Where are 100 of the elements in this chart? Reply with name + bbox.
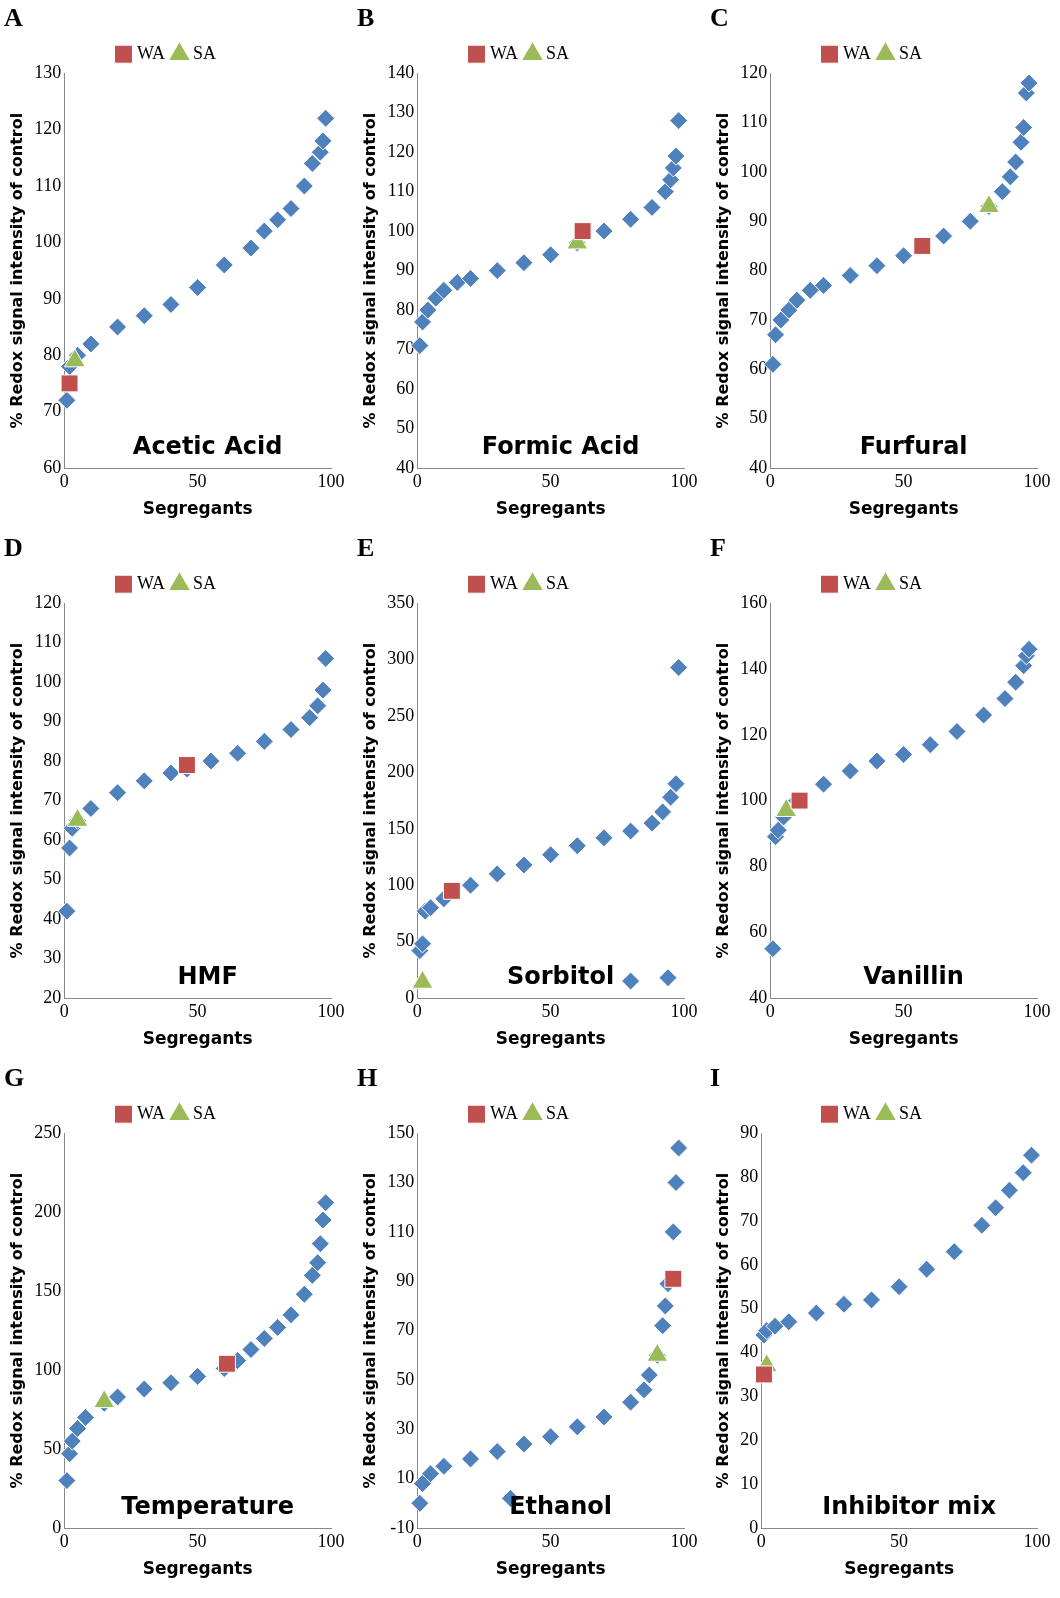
point — [294, 176, 314, 196]
annotation: Furfural — [859, 432, 968, 461]
point — [281, 199, 301, 219]
legend-label: SA — [192, 572, 217, 593]
point — [621, 971, 641, 991]
point — [974, 705, 994, 725]
y-tick-label: 40 — [749, 456, 768, 477]
point — [669, 1138, 689, 1158]
y-tick-label: 100 — [34, 231, 62, 252]
y-tick-label: 130 — [387, 101, 415, 122]
point — [68, 1419, 88, 1439]
point — [514, 855, 534, 875]
point — [992, 182, 1012, 202]
y-tick-label: 120 — [740, 723, 768, 744]
y-tick-label: 60 — [749, 358, 768, 379]
annotation: Sorbitol — [507, 962, 615, 991]
point — [920, 735, 940, 755]
y-tick-label: 110 — [34, 631, 62, 652]
point — [308, 696, 328, 716]
y-tick-label: 110 — [387, 180, 415, 201]
legend-label: WA — [843, 42, 871, 63]
y-tick-label: 10 — [740, 1472, 759, 1493]
y-tick-label: 80 — [396, 298, 415, 319]
y-tick-label: 100 — [387, 219, 415, 240]
point — [658, 968, 678, 988]
point — [621, 821, 641, 841]
y-tick-label: 100 — [740, 160, 768, 181]
point — [418, 300, 438, 320]
legend-label: SA — [898, 1102, 923, 1123]
chart-title: E — [357, 533, 375, 563]
y-tick-label: 50 — [740, 1297, 759, 1318]
y-tick-label: 20 — [740, 1429, 759, 1449]
point — [281, 720, 301, 740]
point — [889, 1277, 909, 1297]
chart-title: C — [710, 3, 729, 33]
y-axis-title: % Redox signal intensity of control — [712, 642, 732, 959]
point — [995, 689, 1015, 709]
legend-label: WA — [137, 572, 165, 593]
point — [60, 374, 79, 393]
point — [177, 756, 196, 775]
y-tick-label: 50 — [396, 1368, 415, 1389]
annotation: Formic Acid — [481, 432, 640, 461]
legend-label: SA — [545, 42, 570, 63]
point — [214, 255, 234, 275]
y-tick-label: 130 — [34, 61, 62, 82]
x-tick-label: 100 — [1023, 1000, 1051, 1021]
legend-label: WA — [490, 42, 518, 63]
point — [421, 898, 441, 918]
point — [302, 1265, 322, 1285]
point — [108, 1387, 128, 1407]
point — [217, 1354, 236, 1373]
point — [313, 680, 333, 700]
point — [944, 1242, 964, 1262]
point — [1019, 639, 1039, 659]
point — [188, 278, 208, 298]
point — [1021, 1145, 1041, 1165]
point — [779, 300, 799, 320]
y-tick-label: 60 — [749, 920, 768, 941]
x-axis-title: Segregants — [142, 498, 253, 519]
y-tick-label: 140 — [740, 657, 768, 678]
point — [108, 317, 128, 337]
x-tick-label: 100 — [670, 1530, 698, 1551]
point — [840, 761, 860, 781]
y-tick-label: 100 — [387, 873, 415, 894]
x-tick-label: 50 — [188, 1530, 207, 1551]
chart-title: B — [357, 3, 375, 33]
point — [487, 1442, 507, 1462]
point — [316, 648, 336, 668]
x-tick-label: 100 — [317, 470, 345, 491]
y-tick-label: 80 — [740, 1165, 759, 1186]
point — [840, 266, 860, 286]
point — [800, 280, 820, 300]
y-axis-title: % Redox signal intensity of control — [359, 1172, 379, 1489]
point — [461, 1449, 481, 1469]
point — [316, 1193, 336, 1213]
y-axis-title: % Redox signal intensity of control — [359, 112, 379, 429]
point — [60, 1444, 80, 1464]
y-tick-label: 60 — [396, 377, 415, 398]
point — [573, 222, 592, 241]
point — [972, 1215, 992, 1235]
y-axis-title: % Redox signal intensity of control — [6, 112, 26, 429]
point — [1006, 672, 1026, 692]
y-tick-label: 250 — [387, 704, 415, 725]
point — [1014, 117, 1034, 137]
point — [188, 1366, 208, 1386]
point — [768, 820, 788, 840]
point — [302, 153, 322, 173]
point — [1000, 167, 1020, 187]
x-axis-title: Segregants — [495, 1558, 606, 1579]
y-tick-label: 150 — [387, 817, 415, 838]
y-tick-label: 80 — [749, 855, 768, 876]
x-axis-title: Segregants — [142, 1558, 253, 1579]
x-tick-label: 50 — [894, 1000, 913, 1021]
point — [814, 275, 834, 295]
annotation: Ethanol — [509, 1492, 613, 1521]
point — [410, 1493, 430, 1513]
point — [421, 1464, 441, 1484]
y-tick-label: 70 — [396, 338, 415, 359]
point — [62, 1431, 82, 1451]
legend-label: WA — [843, 1102, 871, 1123]
